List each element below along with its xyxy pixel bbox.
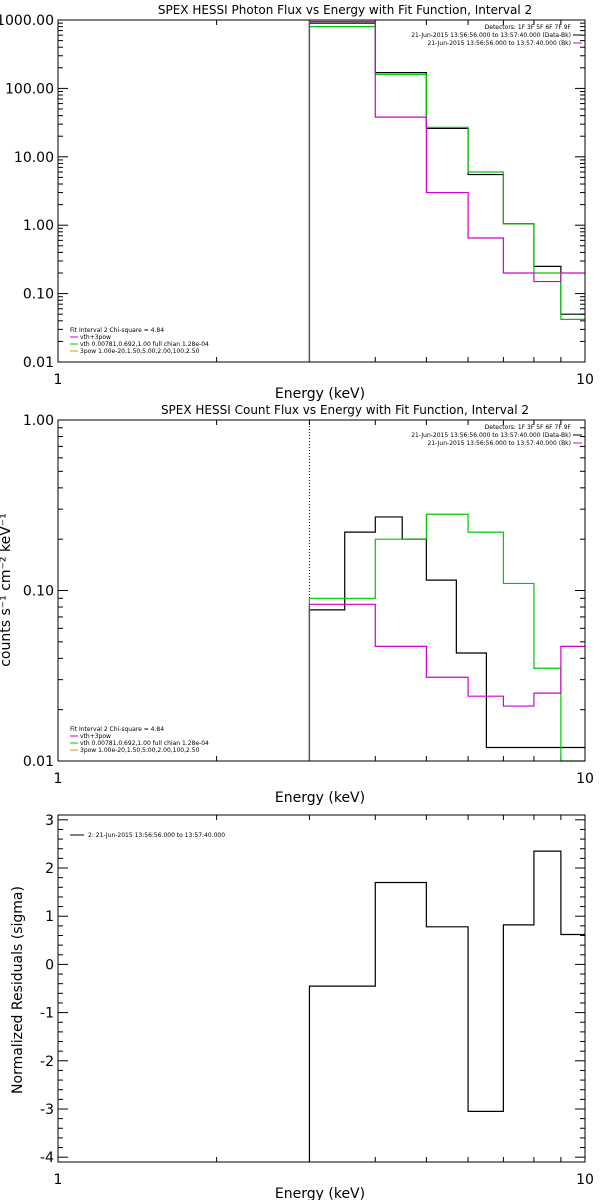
residuals-x-axis-label: Energy (keV) [275,1186,365,1200]
residuals-y-tick-label: -3 [40,1102,54,1118]
photon-series-2-line [308,20,585,362]
photon-series-1-line [308,26,585,362]
residuals-x-tick-label: 1 [54,1172,63,1188]
residuals-legend-entry: 2: 21-Jun-2015 13:56:56.000 to 13:57:40.… [88,832,225,839]
count-legend-bottom-entry: 3pow 1.00e-20,1.50,5.00,2.00,100,2.50 [80,747,200,754]
count-series-1-line [308,513,585,762]
count-legend-bottom-entry: vth 0.00781,0.692,1.00 full chian 1.28e-… [80,740,209,747]
count-plot-frame [57,419,586,762]
residuals-y-tick-label: 2 [45,861,54,877]
photon-y-tick-label: 0.10 [23,287,54,303]
photon-tick-labels: 1000.00 100.00 10.00 1.00 0.10 0.011 10 [0,13,594,388]
residuals-y-tick-label: -1 [40,1006,54,1022]
photon-legend-top-entry: 21-Jun-2015 13:56:56.000 to 13:57:40.000… [428,40,571,47]
photon-x-tick-label: 1 [54,372,63,388]
residuals-series-0-line [308,850,585,1162]
count-legend-bottom-entry: vth+3pow [80,733,111,740]
photon-plot-frame [57,19,586,363]
photon-y-tick-label: 10.00 [14,150,54,166]
photon-x-tick-label: 10 [576,372,594,388]
photon-y-tick-label: 0.01 [23,355,54,371]
residuals-y-tick-label: 1 [45,909,54,925]
residuals-y-tick-label: 0 [45,957,54,973]
count-legend-bottom-entry: Fit Interval 2 Chi-square = 4.84 [70,726,164,733]
photon-legend: Detectors: 1F 3F 5F 6F 7F 9F21-Jun-2015 … [70,24,582,355]
count-series-lines [57,419,586,762]
residuals-y-axis-label: Normalized Residuals (sigma) [10,886,26,1094]
photon-y-tick-label: 1000.00 [0,13,54,29]
count-flux-panel: SPEX HESSI Count Flux vs Energy with Fit… [0,403,594,806]
photon-flux-panel: SPEX HESSI Photon Flux vs Energy with Fi… [0,3,594,402]
residuals-x-tick-label: 10 [576,1172,594,1188]
count-y-tick-label: 0.01 [23,754,54,770]
count-legend-top-entry: 21-Jun-2015 13:56:56.000 to 13:57:40.000… [411,432,571,439]
count-legend-top-entry: Detectors: 1F 3F 5F 6F 7F 9F [485,424,572,431]
count-x-tick-label: 10 [576,771,594,787]
count-series-0-line [308,516,585,761]
count-x-tick-label: 1 [54,771,63,787]
count-series-2-line [308,603,585,761]
residuals-y-tick-label: -4 [40,1150,54,1166]
photon-legend-bottom-entry: 3pow 1.00e-20,1.50,5.00,2.00,100,2.50 [80,348,200,355]
photon-legend-top-entry: 21-Jun-2015 13:56:56.000 to 13:57:40.000… [411,32,571,39]
photon-legend-bottom-entry: Fit Interval 2 Chi-square = 4.84 [70,327,164,334]
residuals-series-lines [57,815,586,1162]
count-legend: Detectors: 1F 3F 5F 6F 7F 9F21-Jun-2015 … [70,424,582,754]
photon-legend-bottom-entry: vth+3pow [80,334,111,341]
count-x-axis-label: Energy (keV) [275,790,365,806]
count-y-axis-label: counts s⁻¹ cm⁻² keV⁻¹ [0,513,14,667]
count-tick-labels: 1.00 0.10 0.011 10 [23,413,594,787]
residuals-y-tick-label: -2 [40,1054,54,1070]
photon-legend-bottom-entry: vth 0.00781,0.692,1.00 full chian 1.28e-… [80,341,209,348]
count-legend-top-entry: 21-Jun-2015 13:56:56.000 to 13:57:40.000… [428,440,571,447]
photon-x-axis-label: Energy (keV) [275,386,365,402]
photon-series-lines [57,19,586,363]
photon-chart-title: SPEX HESSI Photon Flux vs Energy with Fi… [158,3,532,17]
count-y-tick-label: 1.00 [23,413,54,429]
residuals-panel: Energy (keV) Normalized Residuals (sigma… [10,813,594,1200]
count-chart-title: SPEX HESSI Count Flux vs Energy with Fit… [161,403,529,417]
photon-y-tick-label: 1.00 [23,218,54,234]
residuals-plot-frame [57,814,586,1163]
residuals-legend: 2: 21-Jun-2015 13:56:56.000 to 13:57:40.… [70,832,225,839]
photon-y-tick-label: 100.00 [5,81,54,97]
residuals-y-tick-label: 3 [45,813,54,829]
count-y-tick-label: 0.10 [23,584,54,600]
photon-legend-top-entry: Detectors: 1F 3F 5F 6F 7F 9F [485,24,572,31]
